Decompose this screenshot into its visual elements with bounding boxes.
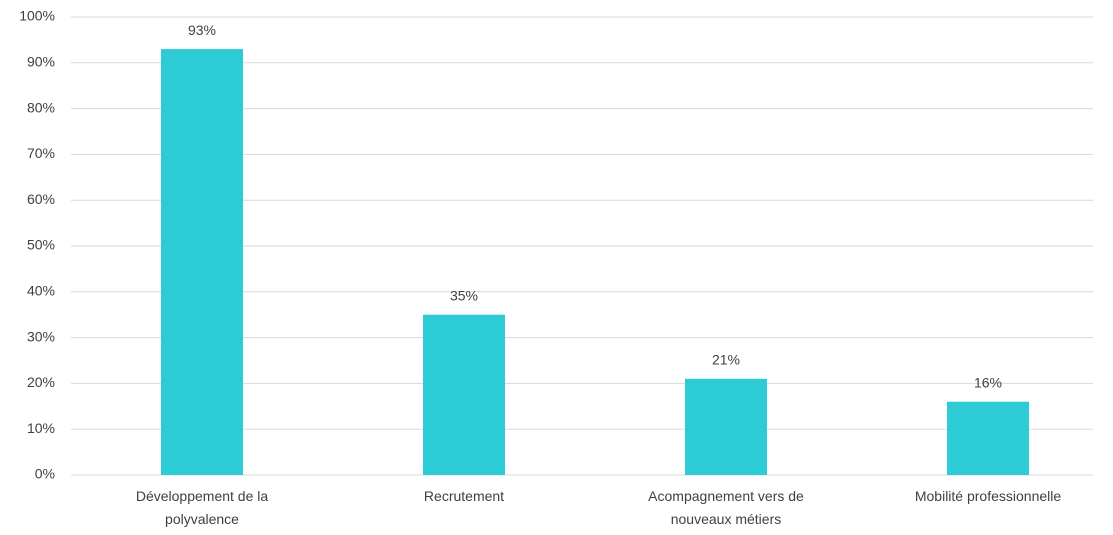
value-label: 21%: [712, 352, 740, 368]
y-tick-label: 30%: [27, 328, 55, 344]
y-tick-label: 20%: [27, 374, 55, 390]
value-label: 16%: [974, 374, 1002, 390]
x-tick-label: Mobilité professionnelle: [914, 488, 1062, 504]
y-tick-label: 90%: [27, 54, 55, 70]
y-tick-label: 40%: [27, 283, 55, 299]
value-label: 35%: [450, 287, 478, 303]
y-tick-label: 60%: [27, 191, 55, 207]
y-tick-label: 80%: [27, 99, 55, 115]
bar: [685, 378, 767, 475]
x-tick-label: Recrutement: [423, 488, 505, 504]
x-tick-label: Développement de la polyvalence: [135, 488, 269, 527]
y-tick-label: 70%: [27, 145, 55, 161]
bar: [161, 49, 243, 476]
y-tick-label: 100%: [19, 8, 55, 24]
y-tick-label: 0%: [35, 466, 55, 482]
x-tick-label: Acompagnement vers de nouveaux métiers: [648, 488, 804, 527]
y-tick-label: 10%: [27, 420, 55, 436]
bar: [947, 401, 1029, 475]
bar: [423, 314, 505, 475]
y-tick-label: 50%: [27, 237, 55, 253]
value-label: 93%: [188, 22, 216, 38]
